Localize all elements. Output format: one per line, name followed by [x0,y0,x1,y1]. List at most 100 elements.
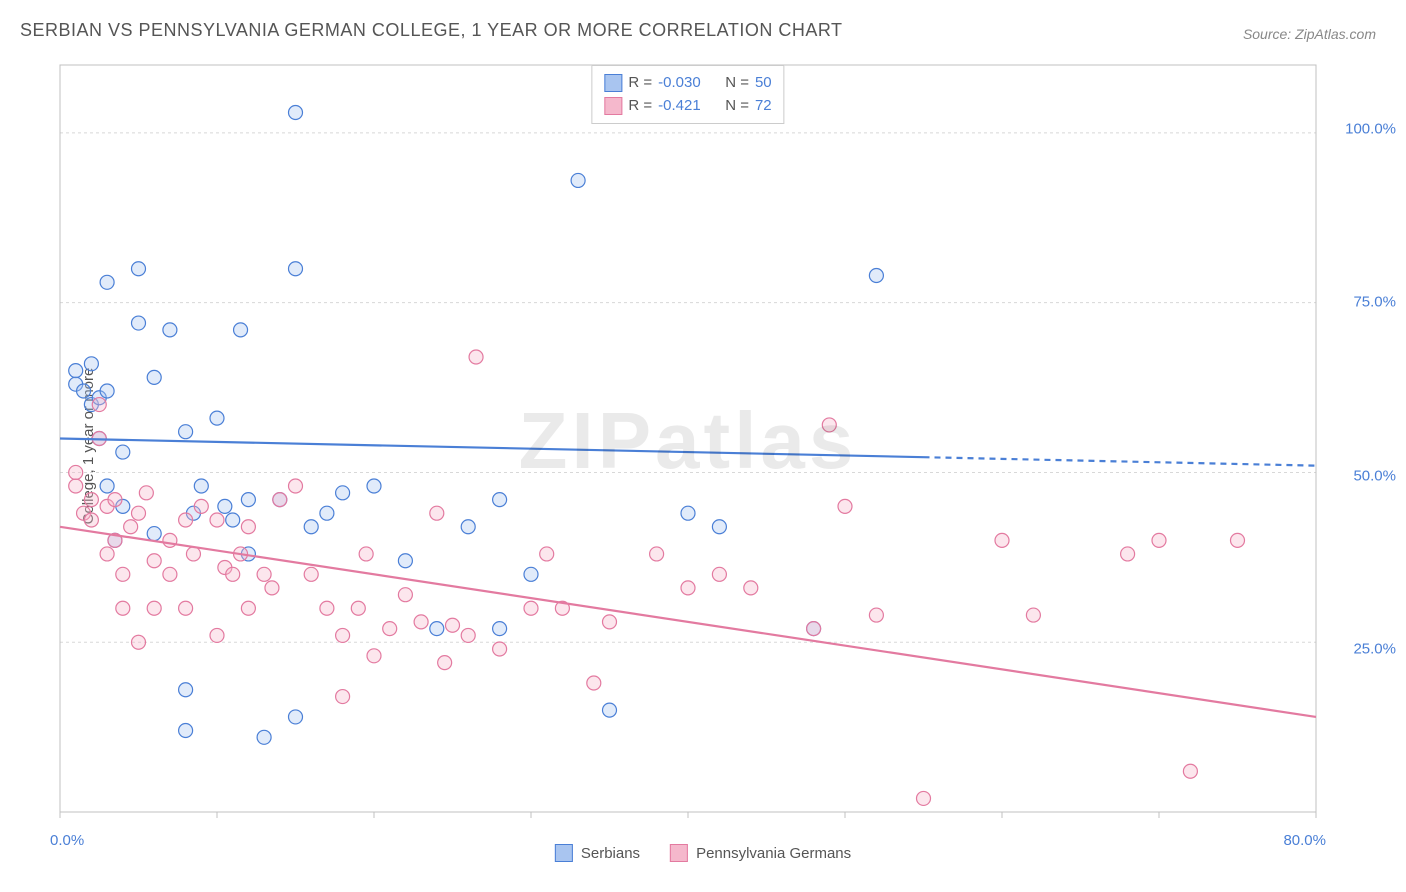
scatter-point [367,649,381,663]
scatter-point [744,581,758,595]
stats-row: R = -0.421 N = 72 [604,95,771,118]
scatter-point [995,533,1009,547]
y-tick-label: 100.0% [1345,121,1396,138]
scatter-point [289,262,303,276]
scatter-point [603,703,617,717]
scatter-point [147,527,161,541]
scatter-point [336,486,350,500]
scatter-point [712,567,726,581]
scatter-point [822,418,836,432]
scatter-point [493,642,507,656]
scatter-point [241,493,255,507]
stats-r-value: -0.421 [658,95,701,118]
scatter-point [1152,533,1166,547]
scatter-point [241,520,255,534]
scatter-point [289,106,303,120]
stats-r-value: -0.030 [658,72,701,95]
scatter-point [226,567,240,581]
scatter-point [69,479,83,493]
stats-n-value: 72 [755,95,772,118]
scatter-point [265,581,279,595]
scatter-point [430,506,444,520]
scatter-point [1121,547,1135,561]
scatter-point [383,622,397,636]
scatter-point [210,411,224,425]
scatter-point [100,384,114,398]
stats-swatch [604,97,622,115]
scatter-point [84,493,98,507]
scatter-point [132,635,146,649]
scatter-point [493,493,507,507]
scatter-point [179,425,193,439]
scatter-point [351,601,365,615]
scatter-point [108,493,122,507]
scatter-point [194,479,208,493]
scatter-point [241,601,255,615]
scatter-point [320,506,334,520]
scatter-point [650,547,664,561]
scatter-point [681,506,695,520]
y-tick-label: 75.0% [1353,294,1396,311]
scatter-point [571,173,585,187]
legend-swatch [555,844,573,862]
scatter-point [917,791,931,805]
scatter-point [92,398,106,412]
scatter-point [116,567,130,581]
scatter-point [289,710,303,724]
y-tick-labels: 25.0%50.0%75.0%100.0% [1326,60,1396,822]
legend-label: Pennsylvania Germans [696,845,851,862]
scatter-point [116,601,130,615]
scatter-point [304,520,318,534]
scatter-point [179,724,193,738]
scatter-svg [50,60,1326,822]
trend-line-dashed [924,457,1317,465]
scatter-point [163,323,177,337]
scatter-point [179,513,193,527]
scatter-point [336,628,350,642]
scatter-point [100,479,114,493]
scatter-point [869,608,883,622]
scatter-point [540,547,554,561]
scatter-point [304,567,318,581]
scatter-point [218,499,232,513]
scatter-point [124,520,138,534]
scatter-point [179,601,193,615]
trend-line-solid [60,439,924,458]
scatter-point [100,275,114,289]
scatter-point [398,588,412,602]
scatter-point [1183,764,1197,778]
scatter-point [367,479,381,493]
scatter-point [84,357,98,371]
scatter-point [163,567,177,581]
scatter-point [430,622,444,636]
scatter-point [838,499,852,513]
scatter-point [469,350,483,364]
scatter-point [681,581,695,595]
scatter-point [336,690,350,704]
source-attribution: Source: ZipAtlas.com [1243,26,1376,42]
x-tick-label: 80.0% [1283,832,1326,849]
stats-swatch [604,74,622,92]
scatter-point [132,506,146,520]
scatter-point [186,547,200,561]
scatter-point [139,486,153,500]
legend-label: Serbians [581,845,640,862]
scatter-point [226,513,240,527]
scatter-point [869,269,883,283]
scatter-point [398,554,412,568]
scatter-point [147,370,161,384]
scatter-point [257,567,271,581]
legend-item: Pennsylvania Germans [670,844,851,862]
scatter-point [100,547,114,561]
scatter-point [147,554,161,568]
y-tick-label: 25.0% [1353,640,1396,657]
scatter-point [493,622,507,636]
scatter-point [69,465,83,479]
scatter-point [116,445,130,459]
scatter-point [273,493,287,507]
scatter-point [69,364,83,378]
chart-title: SERBIAN VS PENNSYLVANIA GERMAN COLLEGE, … [20,20,1386,41]
scatter-point [438,656,452,670]
scatter-point [147,601,161,615]
scatter-point [77,384,91,398]
